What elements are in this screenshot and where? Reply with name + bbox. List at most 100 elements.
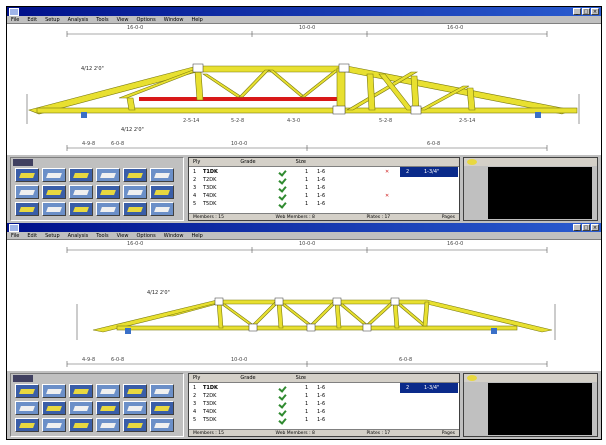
bottom-dim-2: 6-0-8 <box>111 357 125 363</box>
truss-tool-icon[interactable] <box>150 418 174 432</box>
truss-tool-icon[interactable] <box>42 418 66 432</box>
menu-options[interactable]: Options <box>136 17 156 23</box>
truss-tool-icon[interactable] <box>150 384 174 398</box>
truss-tool-icon[interactable] <box>42 401 66 415</box>
table-row[interactable]: 3 T3DK 1 1-6 <box>189 400 409 408</box>
col-header[interactable]: Ply <box>193 159 201 165</box>
row-number: 2 <box>193 393 197 399</box>
truss-tool-icon[interactable] <box>96 401 120 415</box>
preview-viewport[interactable] <box>488 167 592 219</box>
bottom-dim-3: 10-0-0 <box>231 357 248 363</box>
panel-label-4: 5-2-8 <box>379 118 393 124</box>
app-icon[interactable] <box>9 224 19 232</box>
table-row[interactable]: 2 T2DK 1 1-6 <box>189 176 409 184</box>
truss-tool-icon[interactable] <box>123 418 147 432</box>
truss-tool-icon[interactable] <box>69 401 93 415</box>
menu-edit[interactable]: Edit <box>27 233 38 239</box>
top-dim-1: 16-0-0 <box>127 241 144 247</box>
minimize-button[interactable]: _ <box>573 224 581 231</box>
truss-tool-icon[interactable] <box>69 418 93 432</box>
truss-tool-icon[interactable] <box>96 168 120 182</box>
table-row[interactable]: 3 T3DK 1 1-6 <box>189 184 409 192</box>
table-row[interactable]: 5 T5DK 1 1-6 <box>189 416 409 424</box>
col-header[interactable]: Grade <box>240 375 256 381</box>
pitch-note-left: 4/12 2'0" <box>147 290 170 296</box>
truss-tool-icon[interactable] <box>69 384 93 398</box>
menu-help[interactable]: Help <box>191 233 203 239</box>
menu-analysis[interactable]: Analysis <box>67 233 89 239</box>
col-header[interactable]: Size <box>295 159 306 165</box>
truss-tool-icon[interactable] <box>15 202 39 216</box>
menu-setup[interactable]: Setup <box>45 233 60 239</box>
footer-pages[interactable]: Pages <box>441 431 455 436</box>
truss-tool-icon[interactable] <box>42 185 66 199</box>
truss-tool-icon[interactable] <box>150 401 174 415</box>
truss-drawing-canvas[interactable]: 4/12 2'0" 16-0-0 10-0-0 16-0-0 4-9-8 6-0… <box>7 240 601 372</box>
row-qty: 1 <box>305 385 309 391</box>
minimize-button[interactable]: _ <box>573 8 581 15</box>
truss-tool-icon[interactable] <box>150 185 174 199</box>
preview-viewport[interactable] <box>488 383 592 435</box>
menu-analysis[interactable]: Analysis <box>67 17 89 23</box>
close-button[interactable]: × <box>591 8 599 15</box>
table-row[interactable]: 5 T5DK 1 1-6 <box>189 200 409 208</box>
table-row[interactable]: 1 T1DK 1 1-6 <box>189 384 409 392</box>
truss-tool-icon[interactable] <box>123 401 147 415</box>
row-qty: 1 <box>305 417 309 423</box>
truss-tool-icon[interactable] <box>123 168 147 182</box>
menu-file[interactable]: File <box>11 233 20 239</box>
truss-tool-icon[interactable] <box>123 202 147 216</box>
maximize-button[interactable]: □ <box>582 224 590 231</box>
menu-setup[interactable]: Setup <box>45 17 60 23</box>
menu-help[interactable]: Help <box>191 17 203 23</box>
table-footer: Members : 15 Web Members : 8 Plates : 17… <box>189 213 459 220</box>
truss-tool-icon[interactable] <box>123 185 147 199</box>
truss-tool-icon[interactable] <box>96 202 120 216</box>
truss-tool-icon[interactable] <box>15 384 39 398</box>
app-icon[interactable] <box>9 8 19 16</box>
menu-window[interactable]: Window <box>163 17 184 23</box>
col-header[interactable]: Ply <box>193 375 201 381</box>
truss-tool-icon[interactable] <box>15 401 39 415</box>
truss-tool-icon[interactable] <box>96 384 120 398</box>
truss-tool-icon[interactable] <box>15 418 39 432</box>
truss-tool-icon[interactable] <box>150 168 174 182</box>
table-row[interactable]: 1 T1DK 1 1-6 ✕ <box>189 168 409 176</box>
menu-view[interactable]: View <box>116 233 129 239</box>
col-header[interactable]: Size <box>295 375 306 381</box>
row-qty: 1 <box>305 177 309 183</box>
truss-tool-icon[interactable] <box>42 384 66 398</box>
menu-file[interactable]: File <box>11 17 20 23</box>
pitch-note-bottom: 4/12 2'0" <box>121 127 144 133</box>
maximize-button[interactable]: □ <box>582 8 590 15</box>
truss-tool-icon[interactable] <box>150 202 174 216</box>
truss-drawing-canvas[interactable]: 4/12 2'0" 4/12 2'0" 16-0-0 10-0-0 16-0-0… <box>7 24 601 156</box>
truss-tool-icon[interactable] <box>69 202 93 216</box>
row-name: T2DK <box>203 177 217 183</box>
truss-tool-icon[interactable] <box>96 185 120 199</box>
table-row[interactable]: 2 T2DK 1 1-6 <box>189 392 409 400</box>
close-button[interactable]: × <box>591 224 599 231</box>
menu-tools[interactable]: Tools <box>96 233 109 239</box>
truss-tool-icon[interactable] <box>69 168 93 182</box>
row-number: 2 <box>193 177 197 183</box>
table-row[interactable]: 4 T4DK 1 1-6 ✕ <box>189 192 409 200</box>
col-header[interactable]: Grade <box>240 159 256 165</box>
truss-tool-icon[interactable] <box>15 168 39 182</box>
truss-tool-icon[interactable] <box>123 384 147 398</box>
menu-edit[interactable]: Edit <box>27 17 38 23</box>
selected-cell[interactable]: 2 1-3/4" <box>400 383 458 393</box>
selected-cell[interactable]: 2 1-3/4" <box>400 167 458 177</box>
truss-tool-icon[interactable] <box>69 185 93 199</box>
truss-tool-icon[interactable] <box>96 418 120 432</box>
table-row[interactable]: 4 T4DK 1 1-6 <box>189 408 409 416</box>
truss-tool-icon[interactable] <box>42 168 66 182</box>
truss-tool-icon[interactable] <box>42 202 66 216</box>
menu-view[interactable]: View <box>116 17 129 23</box>
row-number: 3 <box>193 185 197 191</box>
footer-pages[interactable]: Pages <box>441 215 455 220</box>
menu-options[interactable]: Options <box>136 233 156 239</box>
truss-tool-icon[interactable] <box>15 185 39 199</box>
menu-window[interactable]: Window <box>163 233 184 239</box>
menu-tools[interactable]: Tools <box>96 17 109 23</box>
